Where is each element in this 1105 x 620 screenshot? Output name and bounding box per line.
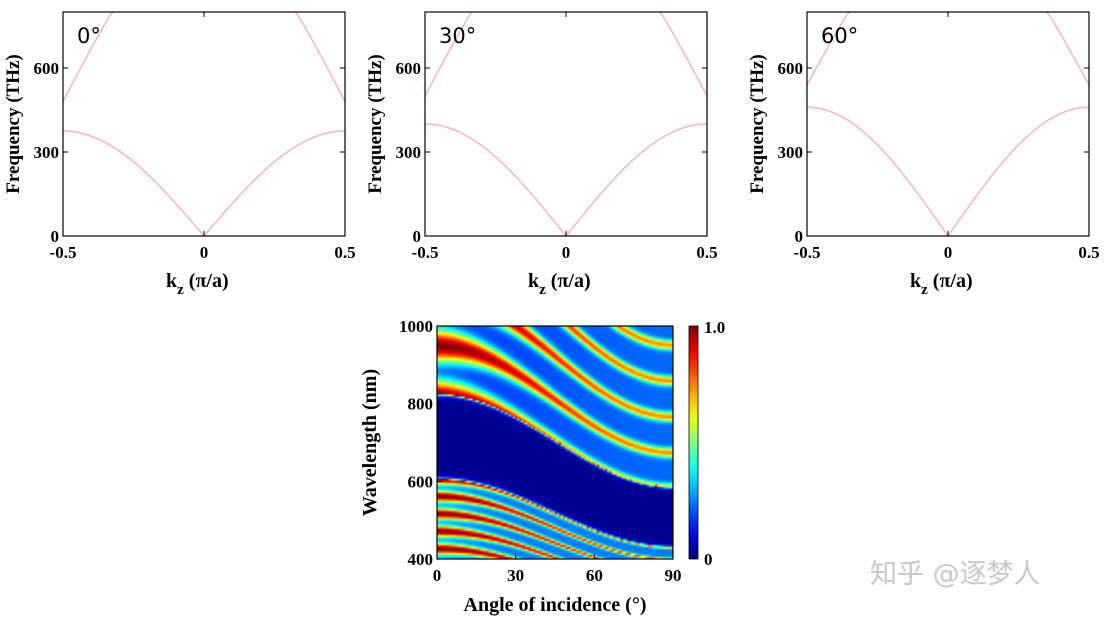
y-tick-label: 600 bbox=[408, 472, 434, 491]
colorbar-max-label: 1.0 bbox=[704, 318, 725, 337]
y-tick-label: 300 bbox=[34, 143, 60, 162]
x-tick-label: -0.5 bbox=[794, 243, 821, 262]
x-tick-label: 0.5 bbox=[1078, 243, 1099, 262]
y-axis-label: Frequency (THz) bbox=[3, 54, 24, 194]
upper-band-line-left bbox=[425, 12, 474, 97]
reflectance-heatmap: 0 30 60 90 400 600 800 1000 Angle of incidence (… bbox=[359, 317, 725, 616]
x-tick-label: 0.5 bbox=[334, 243, 355, 262]
x-tick-label: 0 bbox=[562, 243, 571, 262]
upper-band-line-right bbox=[658, 12, 707, 97]
y-tick-label: 800 bbox=[408, 395, 434, 414]
colorbar-min-label: 0 bbox=[704, 550, 713, 569]
y-tick-label: 600 bbox=[34, 59, 60, 78]
lower-band-line bbox=[807, 106, 1089, 236]
lower-band-line bbox=[425, 123, 707, 236]
x-tick-label: 30 bbox=[507, 566, 524, 585]
x-tick-label: 0.5 bbox=[696, 243, 717, 262]
y-axis-label: Wavelength (nm) bbox=[359, 369, 381, 516]
y-tick-label: 600 bbox=[396, 59, 422, 78]
panel-angle-label: 30° bbox=[439, 24, 476, 48]
x-tick-label: 60 bbox=[586, 566, 603, 585]
x-tick-label: -0.5 bbox=[50, 243, 77, 262]
x-tick-label: -0.5 bbox=[412, 243, 439, 262]
x-tick-label: 0 bbox=[433, 566, 442, 585]
upper-band-line-right bbox=[1045, 12, 1089, 86]
panel-angle-label: 60° bbox=[821, 24, 858, 48]
y-tick-label: 0 bbox=[795, 227, 804, 246]
y-axis-label: Frequency (THz) bbox=[365, 54, 386, 194]
y-tick-label: 300 bbox=[396, 143, 422, 162]
x-tick-label: 90 bbox=[665, 566, 682, 585]
x-axis-label: kz (π/a) bbox=[910, 270, 973, 298]
y-tick-label: 0 bbox=[51, 227, 60, 246]
watermark: 知乎 @逐梦人 bbox=[870, 559, 1041, 590]
y-tick-label: 0 bbox=[413, 227, 422, 246]
colorbar bbox=[688, 325, 699, 560]
y-tick-label: 1000 bbox=[399, 317, 433, 336]
y-tick-label: 400 bbox=[408, 550, 434, 569]
plot-frame bbox=[436, 325, 674, 560]
upper-band-line-left bbox=[63, 12, 114, 102]
x-tick-label: 0 bbox=[200, 243, 209, 262]
upper-band-line-right bbox=[294, 12, 345, 102]
y-axis-label: Frequency (THz) bbox=[747, 54, 768, 194]
x-tick-label: 0 bbox=[944, 243, 953, 262]
panel-angle-label: 0° bbox=[77, 24, 101, 48]
upper-band-line-left bbox=[807, 12, 851, 86]
lower-band-line bbox=[63, 130, 345, 236]
y-tick-label: 600 bbox=[778, 59, 804, 78]
plot-frame bbox=[62, 11, 346, 237]
heatmap-image bbox=[437, 326, 673, 559]
y-tick-label: 300 bbox=[778, 143, 804, 162]
x-axis-label: Angle of incidence (°) bbox=[464, 594, 647, 616]
x-axis-label: kz (π/a) bbox=[528, 270, 591, 298]
x-axis-label: kz (π/a) bbox=[166, 270, 229, 298]
